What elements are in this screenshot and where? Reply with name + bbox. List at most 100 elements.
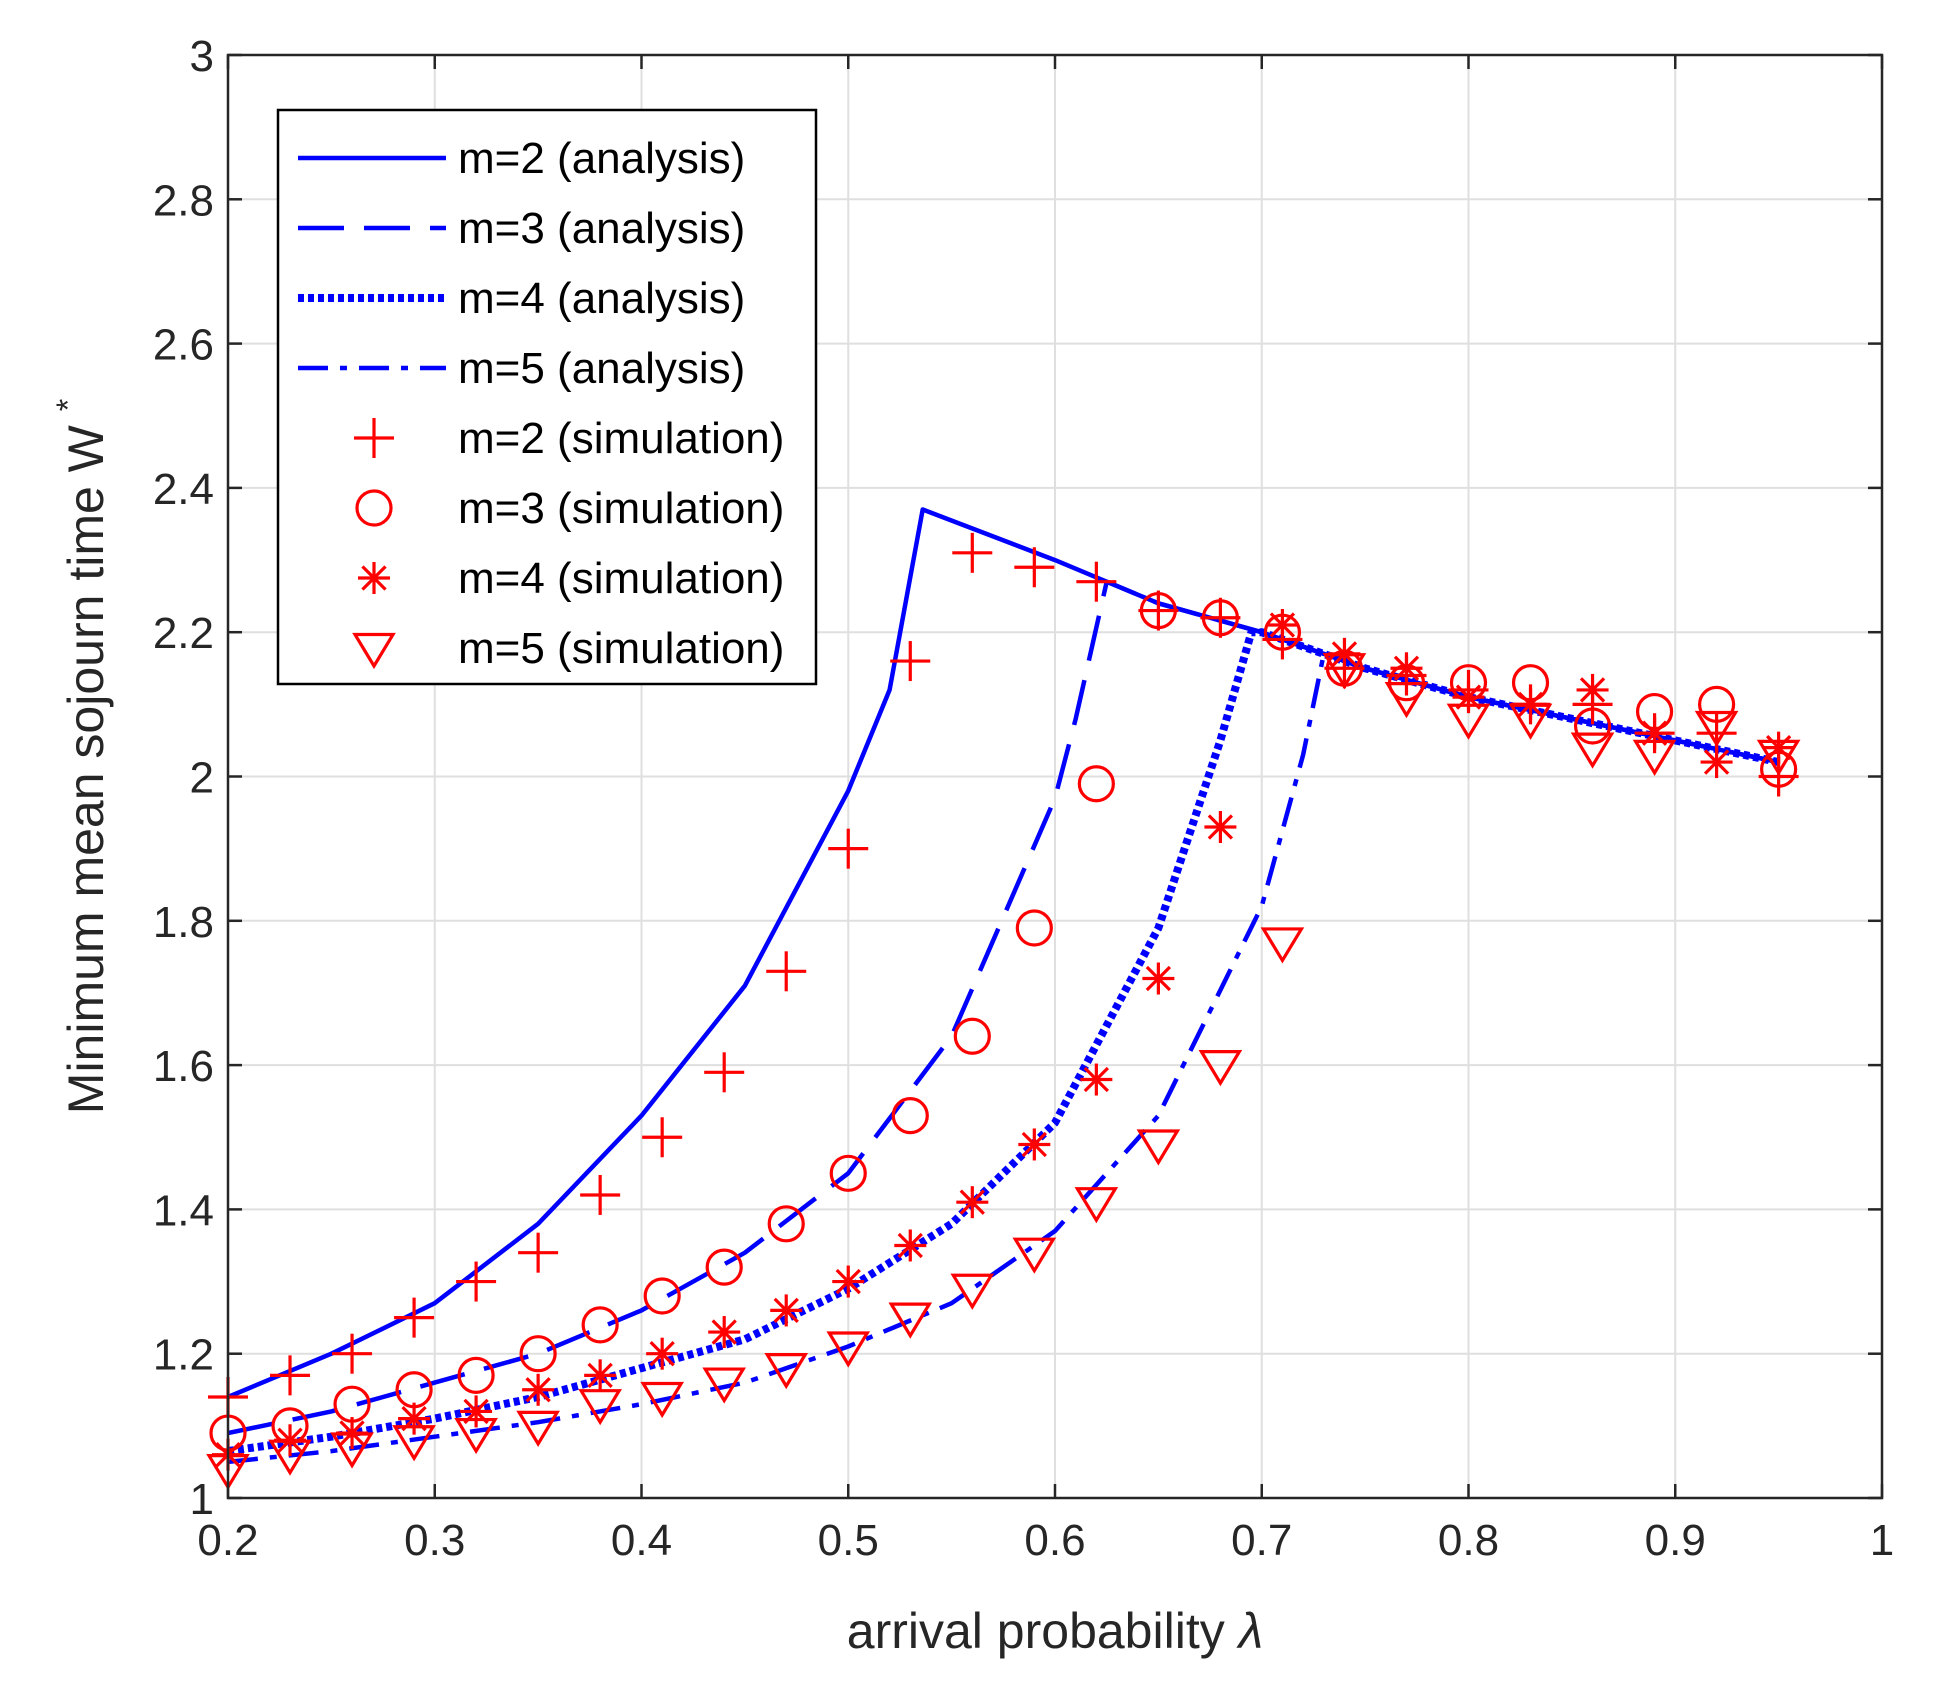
legend-marker-simulation [355,489,393,527]
marker-ast-d2 [1021,1131,1047,1158]
simulation-point [1638,717,1671,750]
simulation-point [394,1297,435,1338]
marker-triangle [1136,1129,1181,1166]
simulation-point [764,1353,809,1390]
marker-triangle [1074,1187,1119,1224]
x-tick-label: 0.7 [1231,1516,1292,1565]
simulation-point [392,1425,436,1462]
marker-circle [1573,707,1612,745]
y-tick-label: 2.8 [153,176,214,225]
simulation-point [1076,561,1117,602]
marker-ast-d2 [525,1377,551,1403]
simulation-point [270,1355,311,1396]
simulation-point [1322,653,1367,690]
simulation-point [705,1248,743,1286]
y-tick-label: 2 [190,754,214,803]
simulation-point [704,1052,745,1093]
simulation-point [1018,1128,1051,1161]
simulation-point [584,1359,617,1392]
marker-triangle [330,1432,374,1469]
marker-circle [355,489,393,527]
marker-circle [1139,591,1177,630]
marker-triangle [826,1331,871,1368]
simulation-point [770,1294,803,1327]
marker-triangle [1012,1237,1057,1274]
simulation-point [1508,703,1553,740]
y-axis-label: Minimum mean sojourn time W [58,424,114,1114]
simulation-point [1390,652,1423,685]
marker-ast-d2 [835,1268,861,1295]
simulation-point [1632,739,1677,776]
y-tick-label: 1.4 [153,1186,214,1235]
simulation-point [766,951,807,992]
marker-triangle [1322,653,1367,690]
marker-circle [705,1248,743,1286]
simulation-point [891,1097,929,1135]
legend-marker-simulation [352,632,396,670]
marker-ast-d2 [897,1232,923,1259]
simulation-point [767,1205,805,1243]
marker-circle [891,1097,929,1135]
marker-triangle [352,632,396,670]
simulation-point [268,1439,312,1476]
marker-circle [1015,909,1053,947]
marker-triangle [950,1273,995,1310]
y-tick-label: 1 [190,1475,214,1524]
legend-label: m=3 (simulation) [458,484,784,533]
y-tick-label: 1.2 [153,1331,214,1380]
analysis-curve-m4 [228,628,1780,1456]
simulation-point [1384,682,1429,719]
marker-triangle [268,1439,312,1476]
simulation-point [702,1367,747,1404]
marker-circle [457,1356,495,1394]
simulation-point [1266,608,1299,641]
simulation-point [1446,703,1491,740]
simulation-series-m5 [206,653,1801,1491]
marker-circle [767,1205,805,1243]
simulation-point [457,1356,495,1394]
simulation-point [1700,746,1733,779]
marker-ast-d2 [1145,965,1172,992]
simulation-point [1077,765,1115,803]
marker-triangle [1570,732,1615,769]
y-tick-label: 1.8 [153,898,214,947]
marker-ast-d2 [1393,655,1420,681]
simulation-point [578,1389,622,1426]
marker-triangle [1694,710,1739,748]
legend-box [276,108,818,686]
x-tick-label: 0.8 [1438,1516,1499,1565]
simulation-point [522,1373,555,1406]
simulation-point [1452,681,1485,714]
axis-ticks: 0.2 0.3 0.4 0.5 0.6 0.7 0.8 0.9 1 1 1.2 1.4 1.6 1.8 2 2… [153,32,1894,1565]
simulation-point [640,1381,685,1419]
marker-triangle [1384,682,1429,719]
marker-circle [581,1306,619,1344]
marker-triangle [1756,739,1801,776]
simulation-point [1200,597,1241,638]
marker-triangle [640,1381,685,1419]
y-axis-title: Minimum mean sojourn time W * [50,399,114,1114]
simulation-point [828,828,869,869]
x-tick-label: 0.5 [818,1516,879,1565]
simulation-point [398,1402,431,1435]
marker-triangle [1260,927,1305,964]
legend: m=2 (analysis) m=3 (analysis) m=4 (analysi… [276,108,818,686]
simulation-point [456,1261,497,1302]
marker-triangle [392,1425,436,1462]
marker-triangle [764,1353,809,1390]
x-axis-label: arrival probability [847,1603,1239,1659]
marker-triangle [1632,739,1677,776]
simulation-point [1204,811,1237,844]
marker-ast-d2 [1083,1066,1110,1093]
simulation-point [1014,547,1055,588]
legend-label: m=4 (analysis) [458,274,745,323]
simulation-point [1762,731,1795,764]
marker-ast-d2 [711,1319,737,1345]
legend-marker-simulation [354,418,394,458]
simulation-point [826,1331,871,1368]
simulation-point [330,1432,374,1469]
x-tick-label: 0.2 [197,1516,258,1565]
marker-triangle [578,1389,622,1426]
y-tick-label: 2.2 [153,609,214,658]
marker-ast-d2 [1269,612,1296,638]
